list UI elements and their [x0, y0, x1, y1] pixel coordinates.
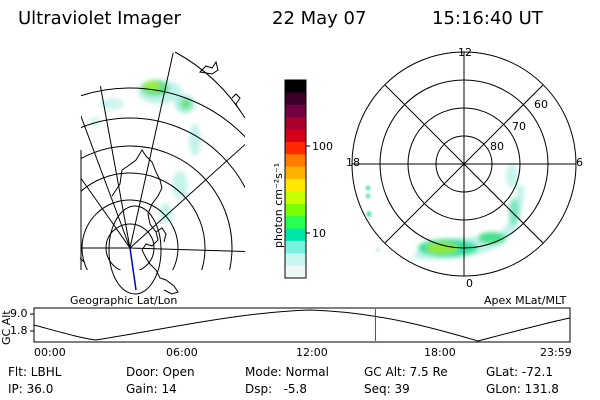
altitude-ytick-low: 1.8: [10, 324, 28, 337]
time-tick-2359: 23:59: [540, 346, 572, 359]
colorbar-cell: [285, 80, 306, 93]
mlat-label-60: 60: [534, 98, 548, 111]
colorbar-cell: [285, 129, 306, 143]
colorbar-cell: [285, 117, 306, 131]
mlt-label-0: 0: [466, 277, 473, 290]
glon-status: GLon: 131.8: [486, 382, 559, 396]
header-time: 15:16:40 UT: [432, 8, 543, 29]
geographic-map: [79, 51, 246, 295]
coastline: [111, 149, 179, 295]
colorbar-cell: [285, 253, 306, 267]
door-status: Door: Open: [126, 365, 195, 379]
glat-status: GLat: -72.1: [486, 365, 553, 379]
colorbar-cell: [285, 92, 306, 106]
colorbar-cell: [285, 216, 306, 230]
colorbar-tick-10: 10: [312, 227, 326, 240]
colorbar-cell: [285, 141, 306, 155]
aurora-emission-left: [89, 80, 201, 223]
polar-plot: [351, 51, 577, 277]
mlt-label-6: 6: [576, 156, 583, 169]
colorbar-cell: [285, 166, 306, 180]
altitude-plot: [30, 307, 571, 343]
header-date: 22 May 07: [272, 8, 367, 29]
ip-status: IP: 36.0: [8, 382, 54, 396]
mlt-label-12: 12: [458, 46, 472, 59]
right-panel-caption: Apex MLat/MLT: [484, 294, 567, 307]
left-panel-caption: Geographic Lat/Lon: [70, 294, 178, 307]
time-tick-0600: 06:00: [166, 346, 198, 359]
dsp-status: Dsp: -5.8: [245, 382, 308, 396]
time-tick-1800: 18:00: [424, 346, 456, 359]
instrument-title: Ultraviolet Imager: [18, 8, 181, 29]
colorbar-cell: [285, 179, 306, 192]
colorbar-cell: [285, 265, 306, 279]
aurora-emission-right: [365, 164, 524, 260]
colorbar-cell: [285, 104, 306, 118]
mlat-label-80: 80: [490, 140, 504, 153]
colorbar-tick-100: 100: [312, 140, 333, 153]
gain-status: Gain: 14: [126, 382, 177, 396]
colorbar-unit-label: photon cm⁻²s⁻¹: [272, 162, 285, 248]
filter-status: Flt: LBHL: [8, 365, 62, 379]
mode-status: Mode: Normal: [245, 365, 329, 379]
colorbar: [284, 79, 310, 279]
earth-limb: [108, 205, 162, 295]
seq-status: Seq: 39: [364, 382, 410, 396]
colorbar-cell: [285, 154, 306, 168]
time-tick-0000: 00:00: [34, 346, 66, 359]
mlt-label-18: 18: [346, 156, 360, 169]
colorbar-cell: [285, 240, 306, 254]
colorbar-cell: [285, 228, 306, 242]
altitude-curve: [33, 309, 571, 342]
time-tick-1200: 12:00: [296, 346, 328, 359]
colorbar-cell: [285, 191, 306, 205]
mlat-label-70: 70: [512, 120, 526, 133]
altitude-ytick-high: 9.0: [10, 307, 28, 320]
colorbar-cell: [285, 203, 306, 217]
gc-alt-status: GC Alt: 7.5 Re: [364, 365, 448, 379]
